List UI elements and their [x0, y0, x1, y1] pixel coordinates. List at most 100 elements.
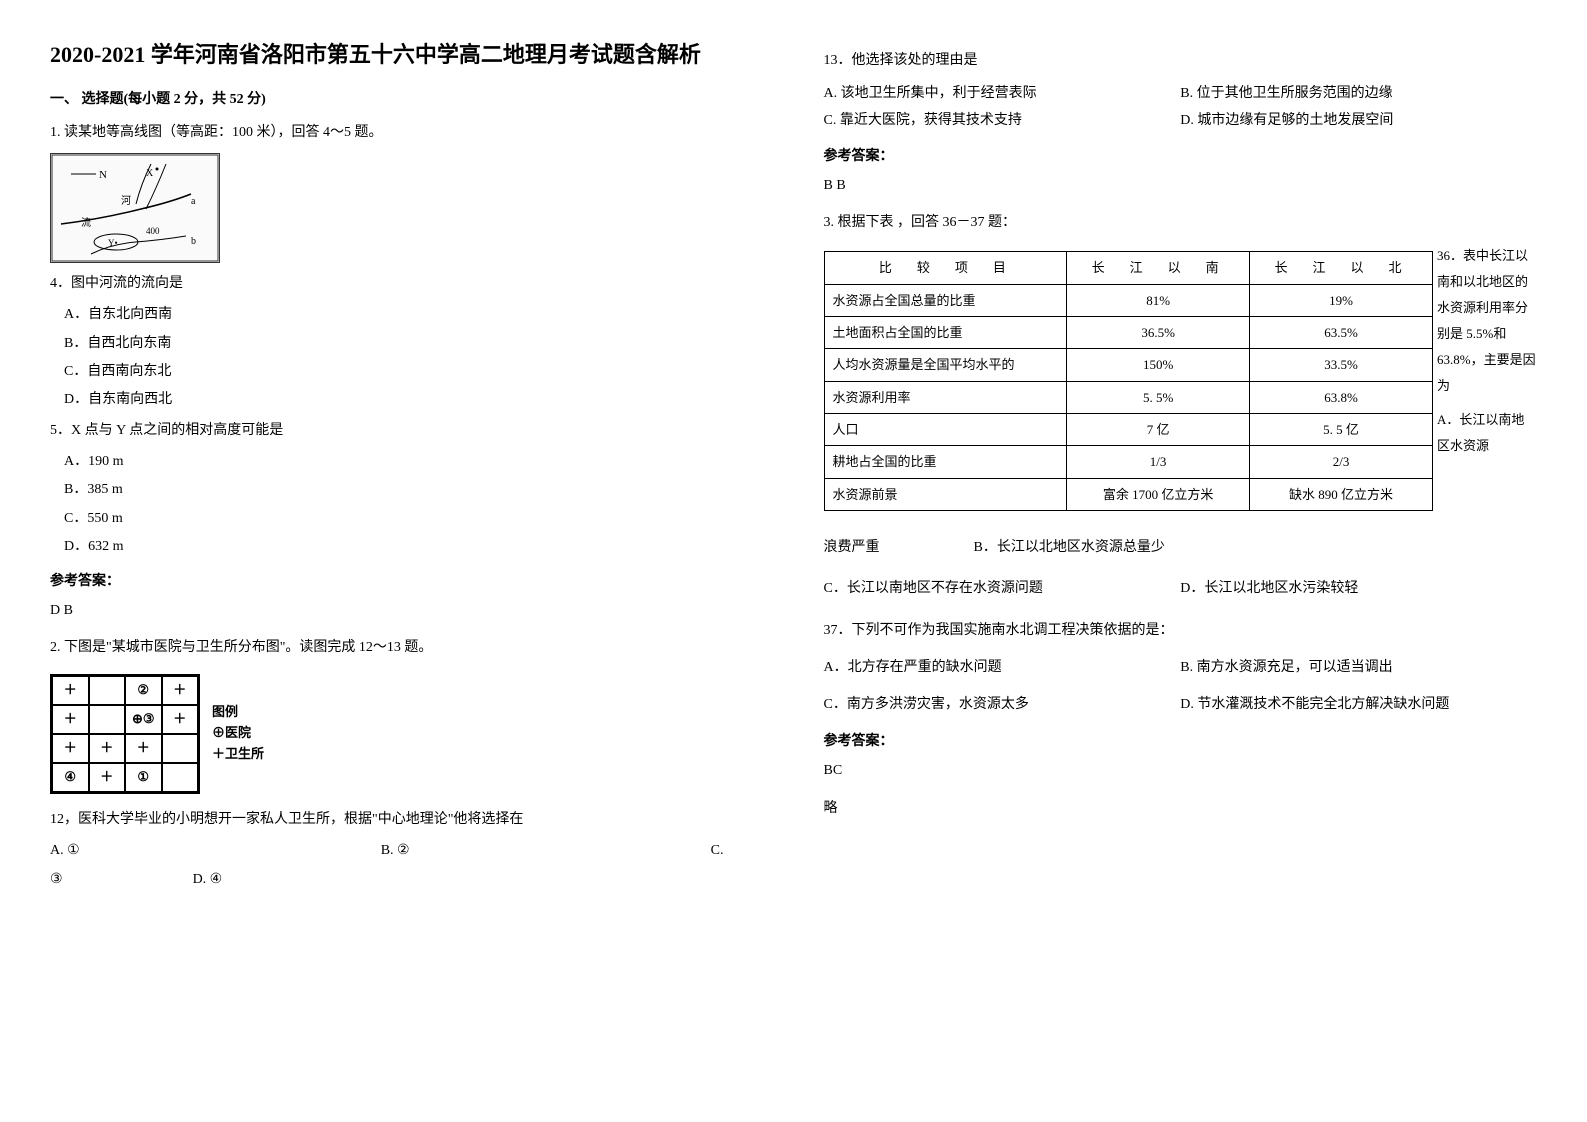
q1-sub5-opt-d: D．632 m: [50, 534, 764, 559]
hospital-map-diagram: ＋ ② ＋ ＋ ⊕③ ＋ ＋ ＋ ＋ ④ ＋ ① 图例 ⊕医院 ＋卫生所: [50, 669, 290, 799]
q2-sub12-opt-b: B. ②: [381, 838, 410, 863]
svg-text:400: 400: [146, 226, 160, 236]
table-cell: 土地面积占全国的比重: [824, 316, 1067, 348]
table-cell: 33.5%: [1250, 349, 1433, 381]
table-cell: 7 亿: [1067, 414, 1250, 446]
q1-answer: D B: [50, 598, 764, 623]
table-cell: 63.5%: [1250, 316, 1433, 348]
q2-sub12-opt-c2: ③: [50, 867, 63, 892]
map-cell: [162, 763, 199, 792]
map-cell: ＋: [125, 734, 162, 763]
q37-options: A．北方存在严重的缺水问题 B. 南方水资源充足，可以适当调出 C．南方多洪涝灾…: [824, 655, 1538, 717]
map-cell: ＋: [162, 676, 199, 705]
q36-side-text-content: 36．表中长江以南和以北地区的水资源利用率分别是 5.5%和 63.8%，主要是…: [1437, 248, 1536, 393]
q36-line2: 浪费严重: [824, 535, 974, 560]
q3-table-wrapper: 比 较 项 目 长 江 以 南 长 江 以 北 水资源占全国总量的比重 81% …: [824, 243, 1538, 519]
q37-row1: A．北方存在严重的缺水问题 B. 南方水资源充足，可以适当调出: [824, 655, 1538, 680]
svg-text:b: b: [191, 236, 196, 247]
q36-row1: 浪费严重 B．长江以北地区水资源总量少: [824, 535, 1538, 560]
q1-sub4-opt-d: D．自东南向西北: [50, 387, 764, 412]
q2-intro: 2. 下图是"某城市医院与卫生所分布图"。读图完成 12～13 题。: [50, 635, 764, 660]
q36-side-text: 36．表中长江以南和以北地区的水资源利用率分别是 5.5%和 63.8%，主要是…: [1437, 243, 1537, 459]
table-cell: 36.5%: [1067, 316, 1250, 348]
q1-sub4-opt-c: C．自西南向东北: [50, 359, 764, 384]
svg-text:流: 流: [81, 216, 91, 229]
q36-opt-a-start: A．长江以南地区水资源: [1437, 407, 1537, 459]
table-header-row: 比 较 项 目 长 江 以 南 长 江 以 北: [824, 252, 1433, 284]
map-cell: ＋: [52, 705, 89, 734]
left-column: 2020-2021 学年河南省洛阳市第五十六中学高二地理月考试题含解析 一、 选…: [50, 40, 764, 892]
map-cell: ＋: [162, 705, 199, 734]
right-column: 13．他选择该处的理由是 A. 该地卫生所集中，利于经营表际 B. 位于其他卫生…: [824, 40, 1538, 892]
q2-sub12-options-row1: A. ① B. ② C.: [50, 838, 764, 863]
table-row: 水资源利用率 5. 5% 63.8%: [824, 381, 1433, 413]
q13-opt-d: D. 城市边缘有足够的土地发展空间: [1180, 108, 1537, 133]
table-body: 水资源占全国总量的比重 81% 19% 土地面积占全国的比重 36.5% 63.…: [824, 284, 1433, 511]
table-header: 长 江 以 南: [1067, 252, 1250, 284]
q13-opt-c: C. 靠近大医院，获得其技术支持: [824, 108, 1181, 133]
q13-answer-label: 参考答案：: [824, 144, 1538, 169]
q1-sub5-opt-c: C．550 m: [50, 506, 764, 531]
q2-sub12: 12，医科大学毕业的小明想开一家私人卫生所，根据"中心地理论"他将选择在: [50, 807, 764, 832]
q1-sub5-opt-a: A．190 m: [50, 449, 764, 474]
q37-opt-c: C．南方多洪涝灾害，水资源太多: [824, 692, 1181, 717]
table-cell: 耕地占全国的比重: [824, 446, 1067, 478]
table-cell: 5. 5%: [1067, 381, 1250, 413]
table-cell: 人均水资源量是全国平均水平的: [824, 349, 1067, 381]
table-row: 水资源占全国总量的比重 81% 19%: [824, 284, 1433, 316]
section-1-header: 一、 选择题(每小题 2 分，共 52 分): [50, 87, 764, 112]
map-cell: [89, 705, 126, 734]
q37-opt-b: B. 南方水资源充足，可以适当调出: [1180, 655, 1537, 680]
q13-answer: B B: [824, 173, 1538, 198]
q37-opt-a: A．北方存在严重的缺水问题: [824, 655, 1181, 680]
q2-sub12-opt-d: D. ④: [193, 867, 223, 892]
table-cell: 5. 5 亿: [1250, 414, 1433, 446]
q3-answer: BC: [824, 758, 1538, 783]
q3-note: 略: [824, 796, 1538, 821]
table-cell: 150%: [1067, 349, 1250, 381]
q1-sub5-opt-b: B．385 m: [50, 477, 764, 502]
q13-intro: 13．他选择该处的理由是: [824, 48, 1538, 73]
table-row: 人均水资源量是全国平均水平的 150% 33.5%: [824, 349, 1433, 381]
svg-text:X: X: [146, 168, 154, 179]
table-cell: 81%: [1067, 284, 1250, 316]
q3-answer-label: 参考答案：: [824, 729, 1538, 754]
contour-map-diagram: N X 河 流 a Y• 400 b: [50, 153, 220, 263]
table-cell: 19%: [1250, 284, 1433, 316]
q1-sub4: 4．图中河流的流向是: [50, 271, 764, 296]
q13-opt-a: A. 该地卫生所集中，利于经营表际: [824, 81, 1181, 106]
q1-answer-label: 参考答案：: [50, 569, 764, 594]
table-row: 水资源前景 富余 1700 亿立方米 缺水 890 亿立方米: [824, 478, 1433, 510]
table-cell: 63.8%: [1250, 381, 1433, 413]
q13-opt-b: B. 位于其他卫生所服务范围的边缘: [1180, 81, 1537, 106]
q36-opt-b: B．长江以北地区水资源总量少: [974, 535, 1165, 560]
legend-hospital: ⊕医院: [212, 723, 264, 744]
q1-intro: 1. 读某地等高线图（等高距：100 米），回答 4～5 题。: [50, 120, 764, 145]
q2-sub12-opt-c: C.: [711, 838, 724, 863]
map-cell: [162, 734, 199, 763]
map-grid: ＋ ② ＋ ＋ ⊕③ ＋ ＋ ＋ ＋ ④ ＋ ①: [50, 674, 200, 794]
q1-sub5: 5．X 点与 Y 点之间的相对高度可能是: [50, 418, 764, 443]
q37-intro: 37．下列不可作为我国实施南水北调工程决策依据的是：: [824, 618, 1538, 643]
map-cell: ①: [125, 763, 162, 792]
map-cell: ＋: [52, 676, 89, 705]
map-cell: ＋: [52, 734, 89, 763]
map-cell: ②: [125, 676, 162, 705]
q1-sub4-opt-b: B．自西北向东南: [50, 331, 764, 356]
map-legend: 图例 ⊕医院 ＋卫生所: [212, 702, 264, 764]
map-cell: ＋: [89, 734, 126, 763]
q36-row2: C．长江以南地区不存在水资源问题 D．长江以北地区水污染较轻: [824, 576, 1538, 601]
map-cell: ＋: [89, 763, 126, 792]
contour-svg: N X 河 流 a Y• 400 b: [51, 154, 219, 262]
q36-opt-c: C．长江以南地区不存在水资源问题: [824, 576, 1181, 601]
page-container: 2020-2021 学年河南省洛阳市第五十六中学高二地理月考试题含解析 一、 选…: [50, 40, 1537, 892]
svg-text:Y•: Y•: [108, 238, 118, 248]
table-row: 人口 7 亿 5. 5 亿: [824, 414, 1433, 446]
table-cell: 水资源前景: [824, 478, 1067, 510]
q37-opt-d: D. 节水灌溉技术不能完全北方解决缺水问题: [1180, 692, 1537, 717]
q1-sub4-opt-a: A．自东北向西南: [50, 302, 764, 327]
svg-text:a: a: [191, 196, 196, 207]
map-cell: ④: [52, 763, 89, 792]
exam-title: 2020-2021 学年河南省洛阳市第五十六中学高二地理月考试题含解析: [50, 40, 764, 71]
map-cell: [89, 676, 126, 705]
